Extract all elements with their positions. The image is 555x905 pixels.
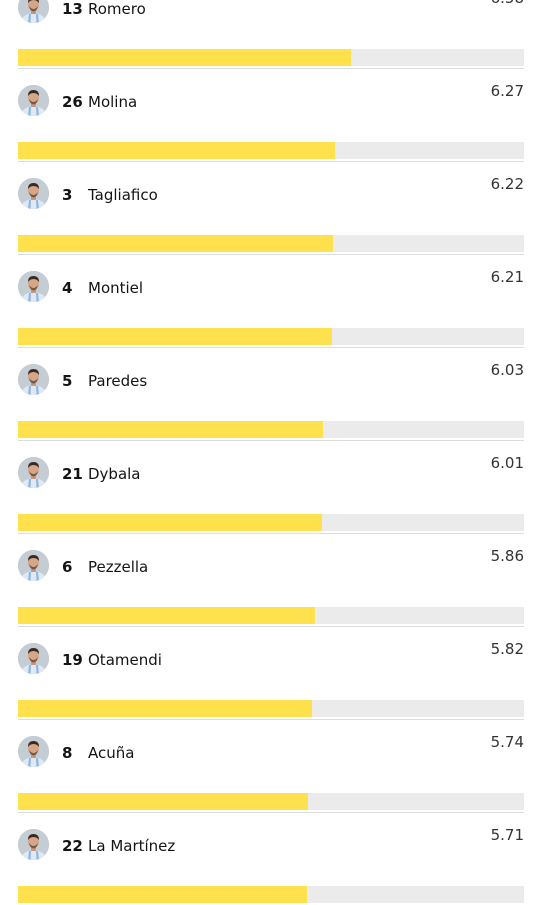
player-row[interactable]: 4 Montiel 6.21	[18, 255, 524, 348]
player-number: 21	[62, 465, 83, 483]
player-number: 6	[62, 558, 73, 576]
rating-bar-track	[18, 421, 524, 438]
rating-bar-fill	[18, 328, 333, 345]
player-row[interactable]: 21 Dybala 6.01	[18, 441, 524, 534]
rating-bar-fill	[18, 514, 323, 531]
player-rating: 5.74	[490, 733, 524, 751]
player-ratings-list: 13 Romero 6.58 26 Molina 6.27 3 Tagliafico 6.22 4…	[18, 0, 524, 905]
player-rating: 6.27	[490, 82, 524, 100]
player-name: La Martínez	[88, 837, 176, 855]
player-name: Romero	[88, 0, 146, 18]
player-avatar-icon	[18, 178, 49, 209]
player-avatar-icon	[18, 829, 49, 860]
player-name: Otamendi	[88, 651, 162, 669]
player-name: Tagliafico	[88, 186, 158, 204]
player-number: 22	[62, 837, 83, 855]
player-row[interactable]: 8 Acuña 5.74	[18, 720, 524, 813]
player-avatar-icon	[18, 364, 49, 395]
rating-bar-track	[18, 700, 524, 717]
player-number: 26	[62, 93, 83, 111]
player-row[interactable]: 13 Romero 6.58	[18, 0, 524, 69]
player-name: Montiel	[88, 279, 144, 297]
player-number: 4	[62, 279, 73, 297]
player-rating: 6.03	[490, 361, 524, 379]
player-name: Acuña	[88, 744, 135, 762]
rating-bar-fill	[18, 235, 333, 252]
rating-bar-track	[18, 142, 524, 159]
player-avatar-icon	[18, 550, 49, 581]
rating-bar-track	[18, 886, 524, 903]
rating-bar-track	[18, 514, 524, 531]
player-avatar-icon	[18, 271, 49, 302]
player-rating: 6.21	[490, 268, 524, 286]
player-avatar-icon	[18, 0, 49, 23]
player-row[interactable]: 3 Tagliafico 6.22	[18, 162, 524, 255]
rating-bar-fill	[18, 700, 313, 717]
player-number: 19	[62, 651, 83, 669]
rating-bar-track	[18, 607, 524, 624]
player-number: 5	[62, 372, 73, 390]
rating-bar-track	[18, 328, 524, 345]
player-rating: 6.01	[490, 454, 524, 472]
rating-bar-fill	[18, 421, 324, 438]
rating-bar-track	[18, 235, 524, 252]
player-number: 13	[62, 0, 83, 18]
player-row[interactable]: 5 Paredes 6.03	[18, 348, 524, 441]
player-rating: 5.82	[490, 640, 524, 658]
player-rating: 6.58	[491, 0, 524, 7]
rating-bar-fill	[18, 142, 336, 159]
rating-bar-fill	[18, 49, 351, 66]
player-row[interactable]: 26 Molina 6.27	[18, 69, 524, 162]
player-number: 3	[62, 186, 73, 204]
player-avatar-icon	[18, 85, 49, 116]
player-row[interactable]: 19 Otamendi 5.82	[18, 627, 524, 720]
player-number: 8	[62, 744, 73, 762]
player-avatar-icon	[18, 457, 49, 488]
player-row[interactable]: 6 Pezzella 5.86	[18, 534, 524, 627]
rating-bar-track	[18, 793, 524, 810]
player-avatar-icon	[18, 736, 49, 767]
rating-bar-fill	[18, 607, 315, 624]
player-name: Pezzella	[88, 558, 149, 576]
rating-bar-fill	[18, 793, 309, 810]
player-name: Paredes	[88, 372, 148, 390]
player-name: Molina	[88, 93, 138, 111]
player-row[interactable]: 22 La Martínez 5.71	[18, 813, 524, 905]
player-name: Dybala	[88, 465, 141, 483]
player-avatar-icon	[18, 643, 49, 674]
player-rating: 5.86	[490, 547, 524, 565]
rating-bar-track	[18, 49, 524, 66]
player-rating: 5.71	[490, 826, 524, 844]
player-rating: 6.22	[490, 175, 524, 193]
rating-bar-fill	[18, 886, 307, 903]
